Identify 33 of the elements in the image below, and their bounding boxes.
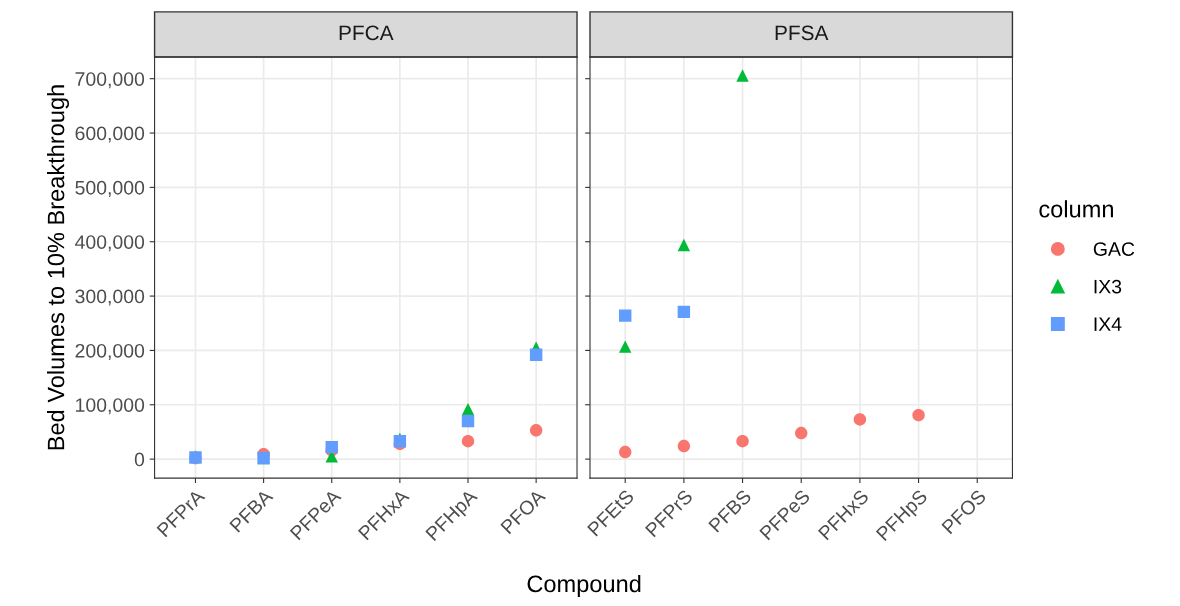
point [677, 305, 691, 319]
legend-label: IX4 [1094, 317, 1122, 331]
y-axis-title: Bed Volumes to 10% Breakthrough [47, 85, 70, 450]
x-axis-title: Compound [527, 574, 641, 597]
y-tick-label: 600,000 [75, 126, 145, 143]
point [853, 413, 867, 426]
legend-title: column [1039, 200, 1113, 218]
point [529, 424, 543, 437]
y-tick-label: 0 [134, 452, 145, 467]
point [912, 408, 925, 422]
point [736, 434, 749, 448]
point [677, 238, 691, 252]
y-tick-label: 100,000 [76, 398, 145, 415]
chart-title: PFSA [775, 25, 829, 41]
point [677, 439, 691, 453]
point [461, 414, 475, 428]
chart-title: PFCA [339, 25, 394, 41]
point [795, 426, 808, 440]
y-tick-label: 500,000 [75, 180, 145, 197]
y-tick-label: 700,000 [75, 72, 145, 89]
point [618, 340, 632, 353]
point [461, 402, 475, 416]
point [736, 69, 749, 82]
point [461, 434, 475, 448]
y-tick-label: 400,000 [75, 235, 145, 252]
point [618, 309, 632, 322]
point [529, 348, 543, 361]
point [618, 445, 632, 459]
legend-label: IX3 [1094, 279, 1122, 294]
y-tick-label: 300,000 [75, 289, 145, 306]
point [325, 440, 338, 454]
y-tick-label: 200,000 [75, 343, 145, 360]
legend-label: GAC [1093, 242, 1135, 256]
